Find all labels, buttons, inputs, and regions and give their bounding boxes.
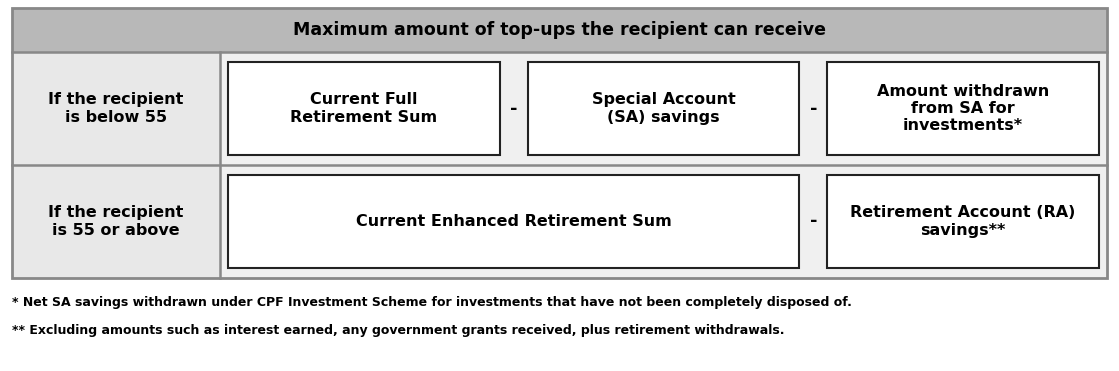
FancyBboxPatch shape <box>220 165 1107 278</box>
FancyBboxPatch shape <box>528 62 799 155</box>
Text: Amount withdrawn
from SA for
investments*: Amount withdrawn from SA for investments… <box>877 83 1050 134</box>
Text: -: - <box>510 99 517 118</box>
Text: -: - <box>809 99 817 118</box>
Text: If the recipient
is 55 or above: If the recipient is 55 or above <box>48 205 184 238</box>
Text: -: - <box>809 213 817 230</box>
Text: Current Full
Retirement Sum: Current Full Retirement Sum <box>290 92 438 125</box>
Text: Current Enhanced Retirement Sum: Current Enhanced Retirement Sum <box>356 214 671 229</box>
Text: Special Account
(SA) savings: Special Account (SA) savings <box>592 92 735 125</box>
Text: Retirement Account (RA)
savings**: Retirement Account (RA) savings** <box>850 205 1075 238</box>
FancyBboxPatch shape <box>12 8 1107 52</box>
FancyBboxPatch shape <box>12 52 220 165</box>
Text: If the recipient
is below 55: If the recipient is below 55 <box>48 92 184 125</box>
FancyBboxPatch shape <box>228 62 500 155</box>
FancyBboxPatch shape <box>228 175 799 268</box>
FancyBboxPatch shape <box>12 165 220 278</box>
Text: * Net SA savings withdrawn under CPF Investment Scheme for investments that have: * Net SA savings withdrawn under CPF Inv… <box>12 296 852 309</box>
FancyBboxPatch shape <box>827 175 1099 268</box>
Text: Maximum amount of top-ups the recipient can receive: Maximum amount of top-ups the recipient … <box>293 21 826 39</box>
Text: ** Excluding amounts such as interest earned, any government grants received, pl: ** Excluding amounts such as interest ea… <box>12 324 784 337</box>
FancyBboxPatch shape <box>220 52 1107 165</box>
FancyBboxPatch shape <box>827 62 1099 155</box>
